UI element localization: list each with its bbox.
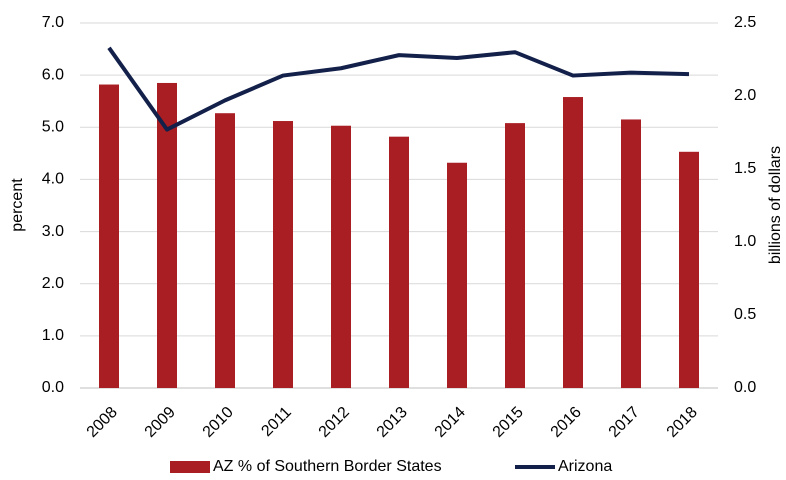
y-axis-label: percent — [9, 178, 26, 232]
bar — [331, 125, 351, 388]
x-tick-label: 2010 — [200, 404, 237, 441]
bar — [389, 136, 409, 388]
y-tick-label: 2.0 — [42, 275, 64, 292]
line — [107, 46, 690, 132]
bar — [157, 82, 177, 388]
x-tick-label: 2016 — [548, 404, 585, 441]
y-tick-label: 0.0 — [42, 379, 64, 396]
y2-tick-label: 0.5 — [734, 306, 756, 323]
x-tick-label: 2018 — [664, 404, 701, 441]
x-tick-label: 2013 — [374, 404, 411, 441]
y2-tick-label: 0.0 — [734, 379, 756, 396]
bar — [679, 151, 699, 388]
y2-tick-label: 2.0 — [734, 87, 756, 104]
x-tick-label: 2017 — [606, 404, 643, 441]
bar — [447, 162, 467, 388]
x-tick-label: 2015 — [490, 404, 527, 441]
y2-tick-label: 2.5 — [734, 14, 756, 31]
bar — [273, 121, 293, 389]
y-tick-label: 7.0 — [42, 14, 64, 31]
x-tick-label: 2012 — [316, 404, 353, 441]
x-tick-label: 2014 — [432, 404, 469, 441]
y2-axis-label: billions of dollars — [767, 146, 784, 264]
bar — [99, 84, 119, 389]
legend-swatch — [170, 461, 210, 473]
y-tick-label: 3.0 — [42, 223, 64, 240]
y-tick-label: 6.0 — [42, 66, 64, 83]
y2-tick-label: 1.5 — [734, 160, 756, 177]
bar — [621, 119, 641, 388]
y-tick-label: 1.0 — [42, 327, 64, 344]
x-tick-label: 2011 — [258, 404, 294, 440]
legend-label: Arizona — [558, 458, 612, 475]
bar — [505, 123, 525, 388]
y-tick-label: 4.0 — [42, 171, 64, 188]
bar — [563, 97, 583, 389]
y-tick-label: 5.0 — [42, 119, 64, 136]
y2-tick-label: 1.0 — [734, 233, 756, 250]
x-tick-label: 2008 — [84, 404, 121, 441]
x-tick-label: 2009 — [142, 404, 179, 441]
bar — [215, 113, 235, 388]
legend-label: AZ % of Southern Border States — [213, 458, 442, 475]
